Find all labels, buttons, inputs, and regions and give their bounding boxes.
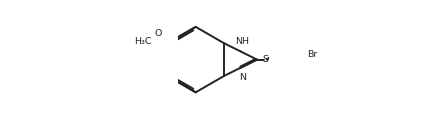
Text: H₃C: H₃C bbox=[134, 37, 152, 46]
Text: O: O bbox=[154, 29, 161, 38]
Text: Br: Br bbox=[307, 50, 317, 59]
Text: S: S bbox=[262, 55, 268, 64]
Text: N: N bbox=[239, 73, 246, 82]
Text: NH: NH bbox=[235, 37, 249, 46]
